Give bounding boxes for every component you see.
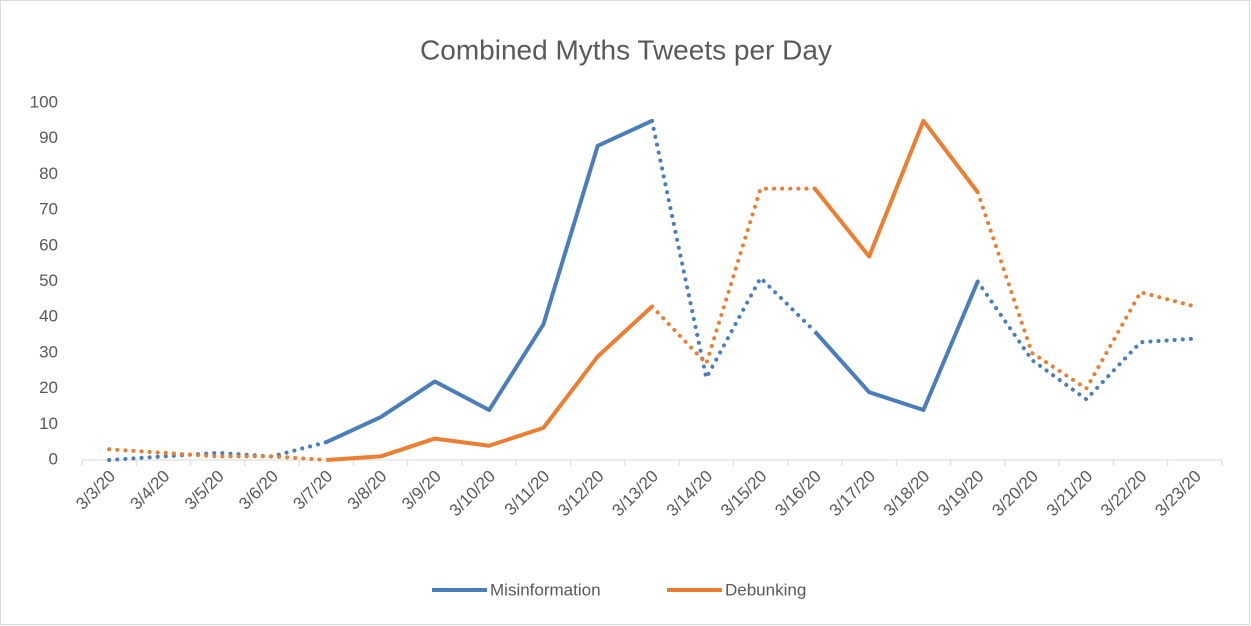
series-line <box>650 118 817 380</box>
y-tick-label: 70 <box>39 200 58 219</box>
series-line <box>813 280 980 413</box>
series-line <box>650 186 817 366</box>
y-tick-label: 80 <box>39 164 58 183</box>
series-line <box>975 190 1197 391</box>
series-line <box>813 118 980 259</box>
y-tick-label: 20 <box>39 378 58 397</box>
legend-label: Debunking <box>725 580 806 599</box>
y-tick-label: 100 <box>30 92 58 111</box>
y-tick-label: 0 <box>49 449 58 468</box>
chart-title: Combined Myths Tweets per Day <box>420 34 832 65</box>
y-tick-label: 60 <box>39 235 58 254</box>
series-line <box>975 279 1197 402</box>
series-line <box>326 305 654 462</box>
y-tick-label: 40 <box>39 307 58 326</box>
y-tick-label: 10 <box>39 414 58 433</box>
series-line <box>325 119 653 444</box>
y-tick-label: 90 <box>39 128 58 147</box>
y-tick-label: 30 <box>39 342 58 361</box>
y-tick-label: 50 <box>39 271 58 290</box>
legend-label: Misinformation <box>490 580 601 599</box>
